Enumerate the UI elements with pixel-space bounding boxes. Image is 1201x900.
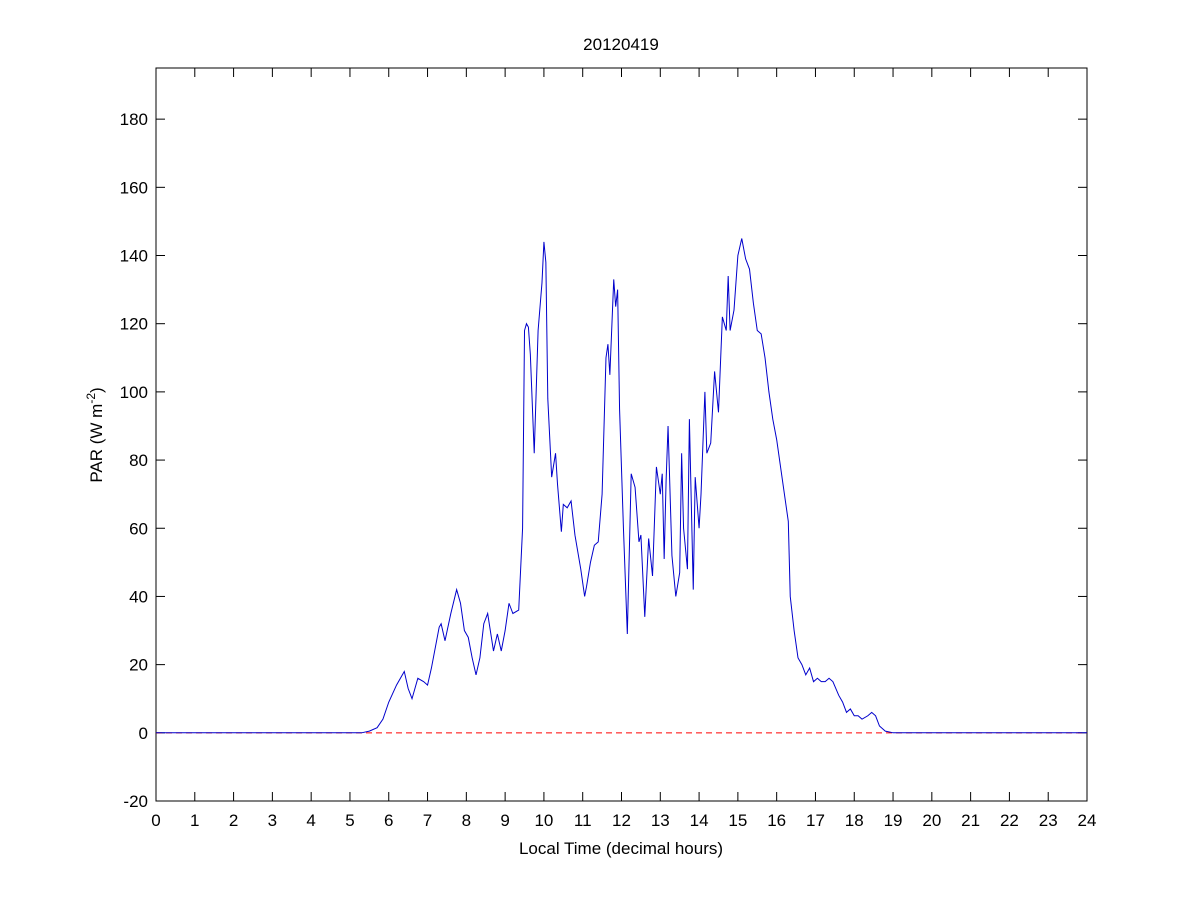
x-tick-label: 17: [806, 811, 825, 830]
y-label-text: PAR (W m: [87, 404, 106, 483]
y-label-suffix: ): [87, 387, 106, 393]
y-label-sup: -2: [84, 393, 98, 404]
x-tick-label: 13: [651, 811, 670, 830]
y-tick-label: 180: [120, 110, 148, 129]
y-tick-label: 40: [129, 587, 148, 606]
y-tick-label: 100: [120, 383, 148, 402]
y-tick-label: 120: [120, 315, 148, 334]
x-tick-label: 19: [884, 811, 903, 830]
x-tick-label: 5: [345, 811, 354, 830]
x-tick-label: 8: [462, 811, 471, 830]
y-tick-label: 20: [129, 656, 148, 675]
x-tick-label: 10: [534, 811, 553, 830]
x-tick-label: 24: [1078, 811, 1097, 830]
data-line: [156, 238, 1087, 734]
x-tick-label: 3: [268, 811, 277, 830]
x-tick-label: 4: [306, 811, 315, 830]
x-tick-label: 11: [574, 811, 592, 830]
x-axis-label: Local Time (decimal hours): [519, 839, 723, 858]
x-tick-label: 9: [500, 811, 509, 830]
y-tick-label: -20: [123, 792, 148, 811]
y-tick-label: 0: [139, 724, 148, 743]
x-tick-label: 6: [384, 811, 393, 830]
x-tick-label: 23: [1039, 811, 1058, 830]
x-tick-label: 15: [728, 811, 747, 830]
x-tick-label: 21: [961, 811, 980, 830]
x-tick-label: 1: [190, 811, 199, 830]
x-tick-label: 7: [423, 811, 432, 830]
y-tick-label: 60: [129, 519, 148, 538]
x-tick-label: 22: [1000, 811, 1019, 830]
x-tick-label: 14: [690, 811, 709, 830]
chart-title: 20120419: [583, 35, 659, 54]
plot-area: [155, 67, 1088, 802]
y-axis-label: PAR (W m-2): [84, 387, 106, 482]
y-tick-label: 140: [120, 247, 148, 266]
y-tick-label: 80: [129, 451, 148, 470]
x-tick-label: 18: [845, 811, 864, 830]
x-tick-label: 2: [229, 811, 238, 830]
x-tick-label: 12: [612, 811, 631, 830]
x-tick-label: 20: [922, 811, 941, 830]
x-tick-label: 16: [767, 811, 786, 830]
x-tick-label: 0: [151, 811, 160, 830]
y-tick-label: 160: [120, 178, 148, 197]
